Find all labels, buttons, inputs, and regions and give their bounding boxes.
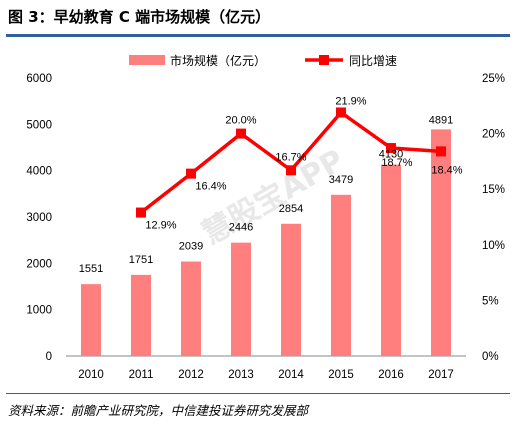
bar-value-label: 2854 — [279, 203, 303, 215]
bar-value-label: 1751 — [129, 254, 153, 266]
title-rule — [6, 34, 510, 37]
legend-line-marker — [319, 55, 329, 65]
source-note: 资料来源：前瞻产业研究院，中信建投证券研究发展部 — [8, 403, 309, 418]
x-tick-label: 2015 — [328, 369, 354, 381]
growth-marker-2017 — [436, 146, 446, 157]
y-left-tick-label: 5000 — [26, 119, 52, 131]
legend-bar-label: 市场规模（亿元） — [170, 53, 266, 68]
growth-value-label: 16.4% — [195, 181, 226, 193]
x-tick-label: 2014 — [278, 369, 304, 381]
growth-marker-2012 — [186, 168, 196, 179]
x-tick-label: 2017 — [428, 369, 454, 381]
legend: 市场规模（亿元） 同比增速 — [129, 53, 397, 68]
y-left-tick-label: 6000 — [26, 73, 52, 85]
bar-2012 — [181, 261, 201, 356]
bar-value-label: 2039 — [179, 241, 203, 253]
growth-marker-2015 — [336, 107, 346, 118]
bar-2014 — [281, 223, 301, 356]
y-right-tick-label: 25% — [482, 73, 505, 85]
legend-bar-swatch — [129, 55, 165, 65]
x-tick-label: 2016 — [378, 369, 404, 381]
growth-line — [136, 107, 446, 218]
y-left-tick-label: 3000 — [26, 212, 52, 224]
bars — [81, 129, 451, 356]
growth-marker-2016 — [386, 143, 396, 154]
bottom-rule — [6, 393, 510, 394]
y-left-tick-label: 1000 — [26, 305, 52, 317]
bar-2010 — [81, 284, 101, 356]
bar-value-label: 1551 — [79, 263, 103, 275]
growth-marker-2013 — [236, 128, 246, 139]
y-left-tick-label: 2000 — [26, 258, 52, 270]
growth-value-label: 21.9% — [335, 95, 366, 107]
bar-2013 — [231, 242, 251, 356]
y-right-tick-label: 15% — [482, 184, 505, 196]
figure-title: 图 3：早幼教育 C 端市场规模（亿元） — [8, 8, 271, 26]
bar-value-label: 4130 — [379, 149, 403, 161]
x-tick-label: 2013 — [228, 369, 254, 381]
growth-value-label: 18.4% — [431, 164, 462, 176]
y-left-tick-label: 4000 — [26, 166, 52, 178]
x-tick-label: 2012 — [178, 369, 204, 381]
y-right-tick-label: 10% — [482, 240, 505, 252]
growth-value-label: 18.7% — [381, 157, 412, 169]
growth-marker-2011 — [136, 207, 146, 218]
x-tick-label: 2011 — [129, 369, 154, 381]
growth-value-label: 12.9% — [145, 220, 176, 232]
data-labels: 1551 1751 2039 2446 2854 3479 4130 4891 12.9% 16.… — [79, 95, 463, 275]
bar-2017 — [431, 129, 451, 356]
y-right-tick-label: 20% — [482, 129, 505, 141]
y-right-tick-label: 5% — [482, 295, 499, 307]
growth-value-label: 20.0% — [225, 115, 256, 127]
chart: 慧股宝APP 01000200030004000500060000%5%10%1… — [26, 53, 505, 381]
bar-value-label: 4891 — [429, 114, 453, 126]
y-right-tick-label: 0% — [482, 351, 499, 363]
legend-line-label: 同比增速 — [349, 54, 397, 68]
bar-2011 — [131, 274, 151, 356]
bar-2015 — [331, 194, 351, 356]
growth-value-label: 16.7% — [275, 151, 306, 163]
x-tick-label: 2010 — [78, 369, 104, 381]
bar-value-label: 3479 — [329, 174, 353, 186]
bar-value-label: 2446 — [229, 222, 253, 234]
bar-2016 — [381, 164, 401, 356]
growth-marker-2014 — [286, 165, 296, 176]
y-left-tick-label: 0 — [46, 351, 52, 363]
